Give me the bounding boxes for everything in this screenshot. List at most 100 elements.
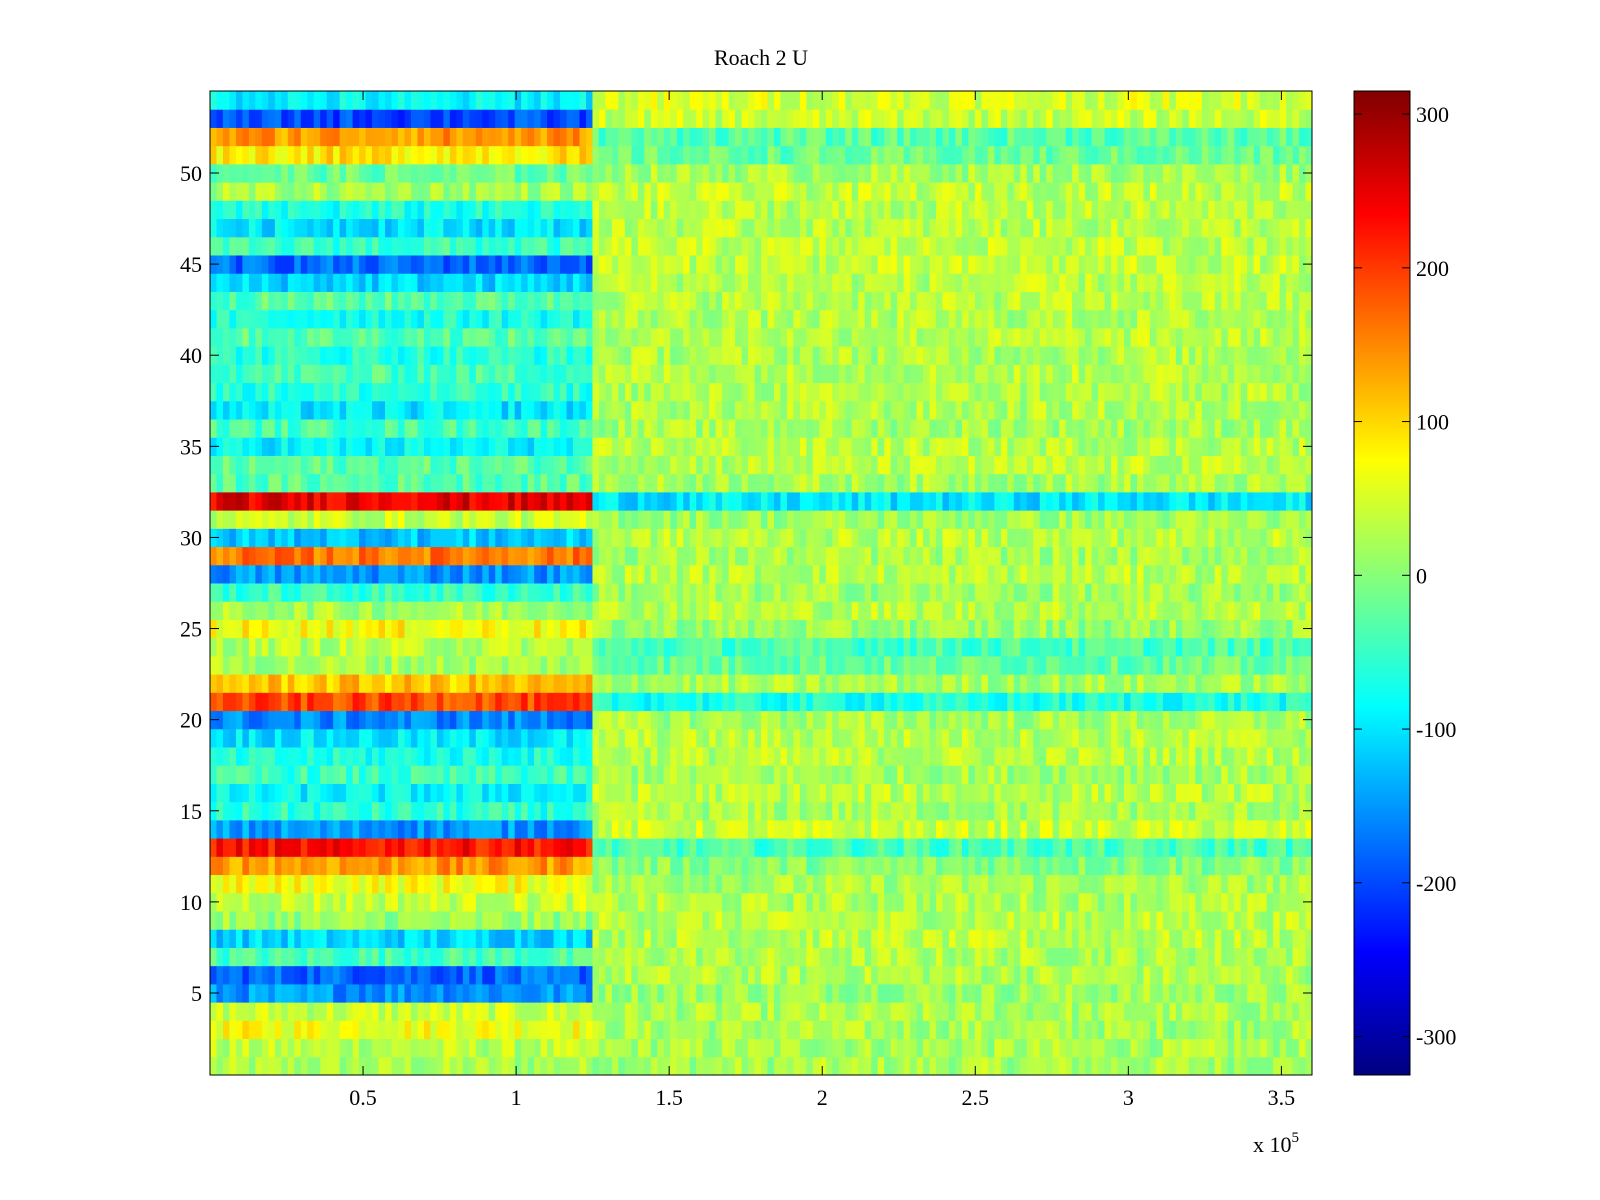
heatmap-cell	[780, 983, 788, 1003]
heatmap-cell	[605, 692, 613, 712]
heatmap-cell	[936, 601, 944, 620]
heatmap-cell	[871, 801, 879, 821]
heatmap-cell	[397, 747, 406, 766]
heatmap-cell	[307, 929, 315, 948]
heatmap-cell	[1130, 674, 1138, 693]
heatmap-cell	[1059, 856, 1067, 876]
heatmap-cell	[981, 801, 989, 821]
heatmap-cell	[222, 1038, 231, 1058]
heatmap-cell	[715, 710, 723, 730]
heatmap-cell	[1130, 892, 1138, 912]
heatmap-cell	[307, 947, 315, 967]
heatmap-cell	[923, 674, 931, 693]
heatmap-cell	[592, 1002, 600, 1021]
heatmap-cell	[955, 856, 963, 876]
heatmap-cell	[430, 983, 438, 1003]
heatmap-cell	[222, 911, 231, 930]
heatmap-cell	[294, 1038, 302, 1058]
heatmap-cell	[1260, 655, 1268, 675]
heatmap-cell	[423, 892, 431, 912]
heatmap-cell	[410, 747, 419, 766]
heatmap-cell	[1059, 965, 1067, 985]
heatmap-cell	[255, 1038, 263, 1058]
heatmap-cell	[307, 601, 315, 620]
heatmap-cell	[1286, 874, 1294, 894]
heatmap-cell	[1182, 965, 1190, 985]
heatmap-cell	[1162, 564, 1170, 584]
heatmap-cell	[825, 874, 833, 894]
heatmap-cell	[547, 564, 555, 584]
heatmap-cell	[1188, 747, 1196, 766]
heatmap-cell	[248, 601, 256, 620]
heatmap-cell	[235, 1038, 244, 1058]
heatmap-cell	[761, 874, 769, 894]
heatmap-cell	[1007, 838, 1015, 857]
heatmap-cell	[741, 583, 749, 602]
heatmap-cell	[761, 892, 769, 912]
heatmap-cell	[987, 838, 995, 857]
heatmap-cell	[696, 874, 704, 894]
heatmap-cell	[598, 546, 607, 566]
heatmap-cell	[397, 1002, 406, 1021]
heatmap-cell	[488, 1002, 496, 1021]
heatmap-cell	[1013, 819, 1021, 839]
heatmap-cell	[1020, 874, 1028, 894]
heatmap-cell	[423, 637, 431, 657]
heatmap-cell	[210, 1020, 218, 1040]
heatmap-cell	[1065, 1056, 1073, 1075]
heatmap-cell	[871, 838, 879, 857]
heatmap-cell	[443, 583, 451, 602]
heatmap-cell	[372, 965, 380, 985]
heatmap-cell	[475, 856, 483, 876]
heatmap-cell	[735, 765, 743, 784]
heatmap-cell	[845, 1002, 853, 1021]
heatmap-cell	[709, 728, 717, 748]
heatmap-cell	[436, 838, 444, 857]
heatmap-cell	[417, 765, 425, 784]
heatmap-cell	[320, 1038, 328, 1058]
heatmap-cell	[1136, 838, 1145, 857]
heatmap-cell	[702, 874, 710, 894]
heatmap-cell	[650, 564, 658, 584]
heatmap-cell	[352, 655, 360, 675]
heatmap-cell	[663, 983, 671, 1003]
heatmap-cell	[475, 546, 483, 566]
heatmap-cell	[404, 1020, 412, 1040]
heatmap-cell	[1169, 856, 1177, 876]
heatmap-cell	[877, 546, 885, 566]
heatmap-cell	[948, 601, 957, 620]
heatmap-cell	[527, 583, 535, 602]
heatmap-cell	[1182, 929, 1190, 948]
heatmap-cell	[825, 765, 833, 784]
heatmap-cell	[482, 747, 490, 766]
heatmap-cell	[923, 546, 931, 566]
heatmap-cell	[508, 692, 516, 712]
heatmap-cell	[961, 1020, 970, 1040]
heatmap-cell	[955, 892, 963, 912]
heatmap-cell	[754, 564, 762, 584]
heatmap-cell	[339, 838, 347, 857]
heatmap-cell	[605, 637, 613, 657]
heatmap-cell	[929, 874, 937, 894]
heatmap-cell	[961, 983, 970, 1003]
heatmap-cell	[430, 728, 438, 748]
heatmap-cell	[858, 710, 866, 730]
heatmap-cell	[566, 583, 574, 602]
heatmap-cell	[1214, 637, 1222, 657]
heatmap-cell	[508, 838, 516, 857]
heatmap-cell	[378, 1056, 386, 1075]
heatmap-cell	[1039, 983, 1047, 1003]
heatmap-cell	[592, 1020, 600, 1040]
heatmap-cell	[359, 674, 367, 693]
heatmap-cell	[838, 911, 846, 930]
heatmap-cell	[255, 692, 263, 712]
heatmap-cell	[585, 874, 594, 894]
heatmap-cell	[307, 1020, 315, 1040]
heatmap-cell	[430, 637, 438, 657]
heatmap-cell	[1299, 801, 1307, 821]
heatmap-cell	[812, 1020, 820, 1040]
heatmap-cell	[1260, 583, 1268, 602]
heatmap-cell	[1201, 911, 1209, 930]
heatmap-cell	[1091, 838, 1099, 857]
heatmap-cell	[534, 1002, 542, 1021]
